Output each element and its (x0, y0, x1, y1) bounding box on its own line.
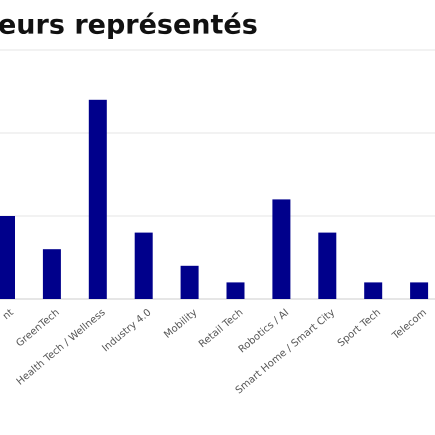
chart-title: eurs représentés (0, 10, 258, 41)
bar (272, 199, 291, 299)
bar (88, 99, 107, 299)
x-tick-label: Mobility (162, 307, 199, 341)
bar (42, 249, 61, 299)
bar (180, 265, 199, 299)
x-tick-label: Smart Home / Smart City (234, 307, 337, 396)
x-tick-label: Health Tech / Wellness (15, 307, 108, 387)
bar (226, 282, 245, 299)
x-tick-label: GreenTech (14, 307, 61, 349)
x-tick-label: nt (1, 307, 16, 322)
bar (410, 282, 429, 299)
x-tick-label: Retail Tech (197, 307, 245, 350)
bar (134, 232, 153, 299)
bar (318, 232, 337, 299)
bar (0, 216, 15, 299)
x-tick-label: Sport Tech (336, 307, 383, 349)
x-tick-label: Telecom (390, 307, 429, 342)
x-tick-label: Industry 4.0 (100, 307, 153, 354)
bar (364, 282, 383, 299)
